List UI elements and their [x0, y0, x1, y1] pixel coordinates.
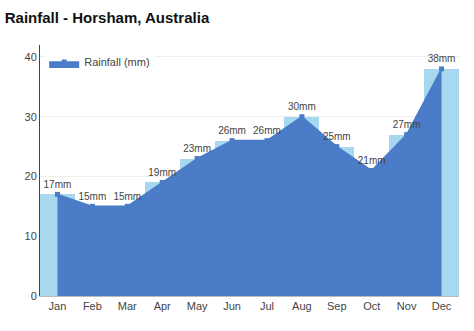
svg-text:Aug: Aug: [292, 300, 312, 312]
svg-text:21mm: 21mm: [358, 155, 386, 166]
svg-text:25mm: 25mm: [323, 131, 351, 142]
svg-text:Jul: Jul: [260, 300, 274, 312]
svg-text:Jun: Jun: [223, 300, 241, 312]
svg-text:27mm: 27mm: [393, 119, 421, 130]
svg-text:Feb: Feb: [83, 300, 102, 312]
svg-text:30mm: 30mm: [288, 101, 316, 112]
svg-text:26mm: 26mm: [218, 125, 246, 136]
svg-text:30: 30: [25, 111, 37, 123]
svg-text:38mm: 38mm: [428, 53, 456, 64]
svg-text:20: 20: [25, 170, 37, 182]
svg-text:May: May: [187, 300, 208, 312]
svg-text:Rainfall - Horsham, Australia: Rainfall - Horsham, Australia: [5, 9, 210, 26]
svg-text:Oct: Oct: [363, 300, 380, 312]
svg-text:Dec: Dec: [432, 300, 452, 312]
svg-text:17mm: 17mm: [44, 179, 72, 190]
svg-text:10: 10: [25, 230, 37, 242]
svg-text:40: 40: [25, 51, 37, 63]
svg-text:Sep: Sep: [327, 300, 347, 312]
svg-text:0: 0: [31, 290, 37, 302]
svg-text:Jan: Jan: [49, 300, 67, 312]
svg-text:15mm: 15mm: [113, 191, 141, 202]
svg-text:19mm: 19mm: [148, 167, 176, 178]
svg-text:Nov: Nov: [397, 300, 417, 312]
svg-text:Rainfall (mm): Rainfall (mm): [84, 56, 149, 68]
svg-text:15mm: 15mm: [78, 191, 106, 202]
svg-text:23mm: 23mm: [183, 143, 211, 154]
svg-text:Mar: Mar: [118, 300, 137, 312]
svg-text:Apr: Apr: [154, 300, 171, 312]
svg-text:26mm: 26mm: [253, 125, 281, 136]
